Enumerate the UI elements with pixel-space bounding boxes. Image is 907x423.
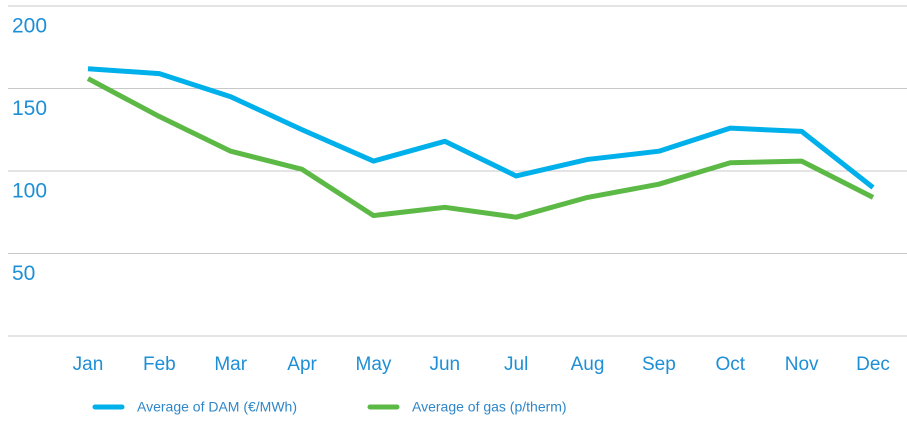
series-line	[87, 66, 875, 190]
y-tick-label: 200	[12, 15, 47, 38]
y-tick-label: 50	[12, 262, 35, 285]
x-tick-label: Dec	[856, 354, 890, 375]
x-tick-label: May	[356, 354, 392, 375]
x-tick-label: Jun	[429, 354, 460, 375]
y-tick-label: 150	[12, 97, 47, 120]
x-tick-label: Oct	[715, 354, 745, 375]
x-tick-label: Feb	[143, 354, 176, 375]
x-tick-label: Aug	[571, 354, 605, 375]
legend-label: Average of DAM (€/MWh)	[137, 399, 297, 415]
x-tick-label: Mar	[214, 354, 247, 375]
x-tick-label: Jul	[504, 354, 528, 375]
x-tick-label: Apr	[287, 354, 317, 375]
x-tick-label: Sep	[642, 354, 676, 375]
x-tick-label: Jan	[73, 354, 104, 375]
x-tick-label: Nov	[785, 354, 819, 375]
y-tick-label: 100	[12, 180, 47, 203]
series-line	[86, 76, 875, 220]
legend-label: Average of gas (p/therm)	[412, 399, 567, 415]
